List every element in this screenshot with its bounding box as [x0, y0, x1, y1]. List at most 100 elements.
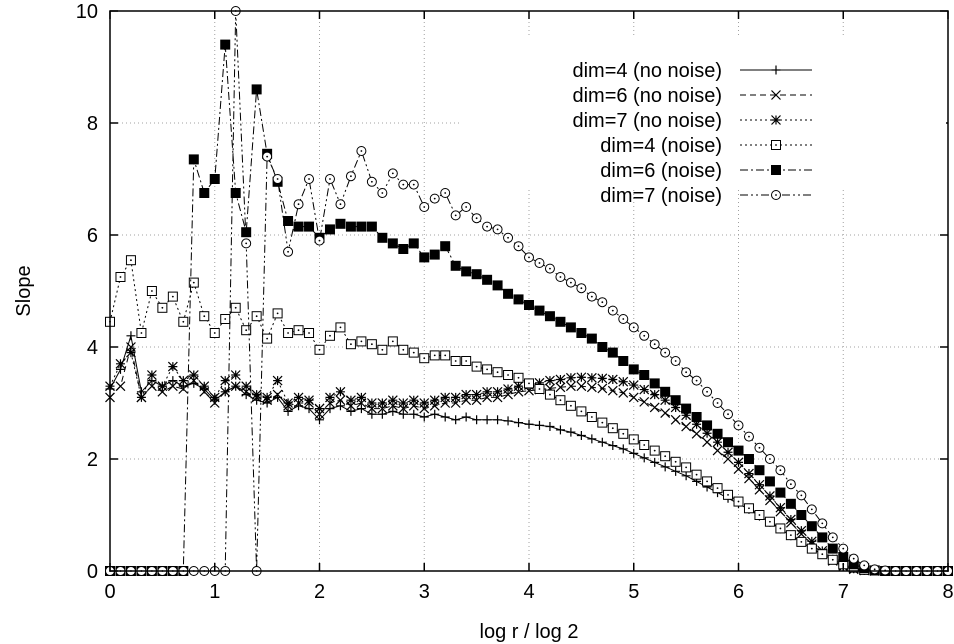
data-point	[544, 311, 555, 322]
x-tick-label: 7	[838, 581, 849, 603]
data-point	[146, 381, 157, 392]
data-point	[639, 440, 650, 450]
data-point	[209, 392, 220, 403]
data-point	[576, 372, 587, 383]
data-point	[586, 412, 597, 422]
x-tick-label: 2	[314, 581, 325, 603]
data-point	[230, 188, 241, 198]
data-point	[461, 412, 471, 422]
data-point	[345, 339, 356, 350]
data-point	[293, 325, 304, 336]
data-point	[597, 373, 608, 384]
data-point	[429, 350, 440, 361]
data-point	[576, 283, 587, 294]
data-point	[649, 389, 660, 400]
data-point	[188, 370, 199, 380]
data-point	[796, 510, 807, 520]
data-point	[356, 392, 367, 403]
data-point	[230, 381, 241, 392]
data-point	[607, 347, 618, 358]
data-point	[419, 412, 429, 422]
data-point	[345, 221, 356, 232]
data-point	[315, 415, 324, 425]
data-point	[534, 258, 545, 268]
data-point	[167, 291, 178, 302]
data-point	[387, 395, 398, 406]
data-point	[576, 381, 587, 392]
data-point	[272, 389, 283, 400]
y-tick-label: 8	[87, 113, 98, 135]
data-point	[712, 483, 723, 494]
data-point	[785, 514, 796, 525]
data-point	[335, 218, 346, 229]
data-point	[565, 277, 576, 288]
legend-marker	[771, 115, 781, 125]
data-point	[545, 422, 555, 432]
data-point	[754, 484, 765, 495]
data-point	[765, 491, 775, 501]
data-point	[503, 370, 514, 380]
data-point	[618, 387, 629, 398]
data-point	[754, 479, 765, 490]
data-point	[618, 376, 629, 387]
data-point	[607, 374, 618, 385]
data-point	[304, 221, 315, 232]
data-point	[168, 376, 178, 386]
data-point	[314, 403, 325, 414]
data-point	[639, 396, 650, 407]
data-point	[639, 330, 650, 341]
data-point	[576, 406, 587, 417]
data-point	[471, 361, 482, 372]
data-point	[408, 179, 419, 190]
legend-marker	[771, 90, 781, 100]
data-point	[723, 489, 734, 500]
data-point	[199, 188, 210, 198]
data-point	[492, 386, 503, 397]
data-point	[408, 238, 419, 249]
data-point	[660, 451, 671, 462]
data-point	[775, 523, 786, 534]
data-point	[555, 272, 566, 282]
data-point	[576, 430, 586, 440]
data-point	[335, 395, 346, 406]
data-point	[806, 543, 817, 554]
data-point	[346, 395, 356, 406]
x-tick-label: 8	[942, 581, 953, 603]
data-point	[345, 171, 356, 182]
data-point	[398, 398, 409, 408]
data-point	[650, 457, 660, 467]
data-point	[398, 409, 408, 419]
data-point	[304, 174, 315, 184]
data-point	[251, 84, 262, 95]
x-tick-label: 4	[523, 581, 534, 603]
data-point	[461, 389, 472, 400]
data-point	[586, 382, 597, 393]
data-point	[628, 380, 639, 391]
y-axis-label: Slope	[13, 265, 35, 316]
legend-marker	[771, 140, 781, 150]
data-point	[744, 468, 754, 479]
data-point	[377, 188, 388, 198]
data-point	[712, 428, 723, 439]
data-point	[419, 353, 430, 364]
data-point	[555, 425, 565, 435]
data-point	[838, 543, 849, 554]
y-tick-label: 10	[76, 1, 98, 23]
data-point	[324, 224, 335, 235]
data-point	[115, 381, 126, 392]
data-point	[681, 410, 692, 421]
data-point	[398, 244, 409, 254]
data-point	[555, 316, 566, 327]
data-point	[514, 418, 524, 428]
data-point	[178, 375, 189, 386]
data-point	[335, 199, 346, 210]
data-point	[587, 434, 597, 444]
data-point	[503, 416, 513, 426]
data-point	[723, 447, 733, 458]
x-axis-label: log r / log 2	[480, 621, 579, 643]
data-point	[461, 202, 472, 212]
data-point	[335, 401, 345, 411]
data-point	[367, 409, 377, 419]
data-point	[492, 224, 503, 235]
data-point	[440, 241, 451, 252]
